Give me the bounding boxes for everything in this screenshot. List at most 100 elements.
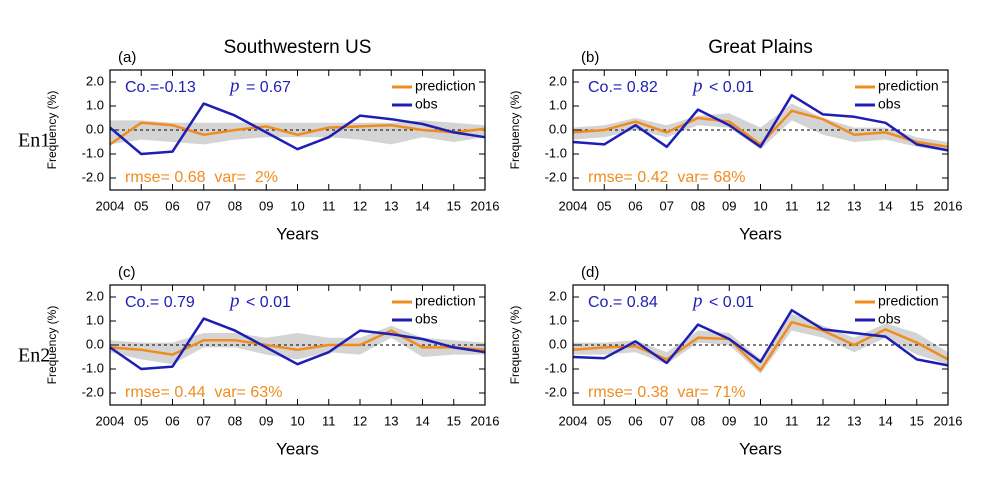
y-tick-label: 2.0 [549,73,567,88]
x-tick-label: 05 [597,198,611,213]
x-tick-label: 12 [353,198,367,213]
x-tick-label: 08 [228,413,242,428]
x-tick-label: 14 [415,413,429,428]
x-tick-label: 2016 [934,413,963,428]
x-tick-label: 08 [228,198,242,213]
p-value-text: < 0.01 [246,294,291,311]
skill-text: rmse= 0.68 var= 2% [125,169,278,186]
series-line [572,308,949,367]
x-tick-label: 06 [628,198,642,213]
x-tick-label: 12 [353,413,367,428]
y-axis-label: Frequency (%) [45,91,59,170]
x-tick-label: 05 [597,413,611,428]
y-tick-label: 1.0 [549,312,567,327]
x-tick-label: 09 [259,413,273,428]
x-tick-label: 08 [691,198,705,213]
panel: Great Plains (b) Frequency (%) Years 2.0 1.0 0… [508,37,962,243]
legend-label: prediction [415,293,476,309]
panel: (d) Frequency (%) Years 2.0 1.0 0.0 -1.0 -2.0 20… [508,264,962,459]
panel-label: (d) [581,264,599,281]
y-tick-label: 2.0 [86,73,104,88]
legend-label: obs [878,311,901,327]
legend-label: obs [878,96,901,112]
y-tick-label: -2.0 [82,169,104,184]
legend-label: obs [415,311,438,327]
y-axis-label: Frequency (%) [45,306,59,385]
y-tick-label: 1.0 [86,97,104,112]
legend-label: prediction [415,78,476,94]
y-tick-label: 1.0 [549,97,567,112]
p-symbol: p [691,290,703,311]
x-tick-label: 05 [134,413,148,428]
panel-title: Southwestern US [224,37,372,58]
x-tick-label: 09 [259,198,273,213]
x-tick-label: 10 [290,413,304,428]
x-tick-label: 2016 [471,198,500,213]
x-tick-label: 10 [753,198,767,213]
panel: En2 (c) Frequency (%) Years 2.0 1.0 0.0 -1.0 -2.… [18,264,499,459]
series-line [109,102,486,156]
x-tick-label: 11 [785,413,799,428]
y-axis-label: Frequency (%) [508,91,522,170]
series-line [109,329,486,356]
y-tick-label: 2.0 [549,288,567,303]
x-tick-label: 2004 [559,413,588,428]
series-line [109,121,486,146]
skill-text: rmse= 0.42 var= 68% [588,169,745,186]
x-tick-label: 11 [785,198,799,213]
p-value-text: = 0.67 [246,79,291,96]
y-tick-label: 0.0 [549,336,567,351]
p-symbol: p [228,75,240,96]
x-tick-label: 13 [384,413,398,428]
x-tick-label: 12 [816,413,830,428]
spread-band [573,103,948,152]
x-tick-label: 11 [322,413,336,428]
y-tick-label: -2.0 [545,384,567,399]
x-tick-label: 06 [165,413,179,428]
x-tick-label: 2004 [96,198,125,213]
x-tick-label: 07 [660,198,674,213]
x-tick-label: 08 [691,413,705,428]
x-tick-label: 06 [165,198,179,213]
correlation-text: Co.= 0.82 [588,79,658,96]
x-tick-label: 12 [816,198,830,213]
y-tick-label: 0.0 [86,121,104,136]
y-tick-label: 1.0 [86,312,104,327]
x-tick-label: 13 [384,198,398,213]
plot-frame [572,284,949,406]
panel-label: (a) [118,49,136,66]
x-tick-label: 2004 [96,413,125,428]
series-line [572,93,949,152]
x-tick-label: 09 [722,198,736,213]
y-tick-label: 0.0 [86,336,104,351]
x-tick-label: 05 [134,198,148,213]
series-line [109,317,486,371]
p-symbol: p [691,75,703,96]
x-tick-label: 14 [878,198,892,213]
x-tick-label: 15 [910,413,924,428]
legend-label: obs [415,96,438,112]
x-axis-label: Years [276,439,319,458]
x-tick-label: 2016 [934,198,963,213]
x-axis-label: Years [739,224,782,243]
x-tick-label: 13 [847,198,861,213]
y-tick-label: 2.0 [86,288,104,303]
correlation-text: Co.= 0.79 [125,294,195,311]
y-tick-label: -1.0 [545,145,567,160]
correlation-text: Co.=-0.13 [125,79,196,96]
correlation-text: Co.= 0.84 [588,294,658,311]
x-tick-label: 11 [322,198,336,213]
x-tick-label: 2004 [559,198,588,213]
y-tick-label: 0.0 [549,121,567,136]
y-tick-label: -1.0 [82,360,104,375]
x-tick-label: 13 [847,413,861,428]
x-tick-label: 15 [447,198,461,213]
skill-text: rmse= 0.44 var= 63% [125,384,282,401]
panel-label: (b) [581,49,599,66]
x-tick-label: 09 [722,413,736,428]
series-line [572,320,949,372]
x-tick-label: 15 [910,198,924,213]
y-tick-label: -1.0 [82,145,104,160]
x-axis-label: Years [276,224,319,243]
